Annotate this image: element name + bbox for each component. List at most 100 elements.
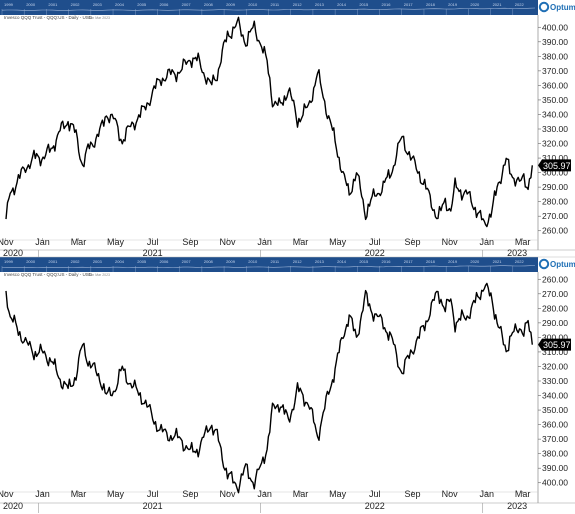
band-year-label: 2009	[226, 259, 236, 264]
x-year-label: 2021	[143, 501, 163, 511]
y-tick-label: 310.00	[542, 153, 568, 163]
band-year-label: 2012	[293, 259, 303, 264]
band-year-label: 2011	[271, 259, 280, 264]
band-year-label: 2001	[48, 2, 58, 7]
x-year-label: 2020	[3, 248, 23, 258]
band-year-label: 2003	[93, 259, 103, 264]
y-tick-label: 380.00	[542, 51, 568, 61]
x-month-label: Sep	[404, 237, 420, 247]
band-year-label: 2018	[426, 259, 436, 264]
band-year-label: 2020	[470, 2, 480, 7]
band-year-label: 2013	[315, 259, 325, 264]
x-year-label: 2021	[143, 248, 163, 258]
x-month-label: Jan	[35, 237, 50, 247]
band-year-label: 2005	[137, 2, 147, 7]
x-month-label: Mar	[71, 237, 87, 247]
band-year-label: 2022	[515, 259, 525, 264]
x-month-label: Mar	[71, 489, 87, 499]
optuma-logo-icon	[538, 1, 550, 13]
chart-date-note: Sun Mar 2023	[88, 273, 110, 277]
band-year-label: 2005	[137, 259, 147, 264]
band-year-label: 2001	[48, 259, 58, 264]
band-year-label: 2008	[204, 2, 214, 7]
band-year-label: 2003	[93, 2, 103, 7]
band-year-label: 2007	[182, 2, 192, 7]
x-month-label: Jul	[369, 489, 381, 499]
band-year-label: 2019	[448, 2, 458, 7]
band-year-label: 2006	[159, 2, 169, 7]
band-year-label: 2017	[404, 259, 414, 264]
band-year-label: 2000	[26, 259, 36, 264]
y-tick-label: 340.00	[542, 391, 568, 401]
band-year-label: 2006	[159, 259, 169, 264]
chart-date-note: Sun Mar 2023	[88, 16, 110, 20]
band-year-label: 2018	[426, 2, 436, 7]
x-month-label: Jul	[147, 489, 159, 499]
y-tick-label: 290.00	[542, 318, 568, 328]
x-month-label: Jul	[369, 237, 381, 247]
x-month-label: Mar	[515, 237, 531, 247]
x-month-label: May	[329, 489, 347, 499]
band-year-label: 2014	[337, 259, 347, 264]
x-month-label: May	[329, 237, 347, 247]
band-year-label: 2007	[182, 259, 192, 264]
y-tick-label: 350.00	[542, 405, 568, 415]
y-tick-label: 270.00	[542, 211, 568, 221]
y-tick-label: 300.00	[542, 332, 568, 342]
band-year-label: 2010	[248, 2, 258, 7]
x-month-label: Sep	[182, 489, 198, 499]
y-tick-label: 340.00	[542, 109, 568, 119]
chart-panel-1: 1999 2000 2001 2002 2003 2004 2005 2006 2007 2008…	[0, 0, 575, 260]
band-year-label: 2014	[337, 2, 347, 7]
x-year-label: 2022	[365, 248, 385, 258]
x-month-label: May	[107, 489, 125, 499]
y-tick-label: 350.00	[542, 95, 568, 105]
x-month-label: Nov	[220, 237, 237, 247]
y-tick-label: 390.00	[542, 37, 568, 47]
x-month-label: Jan	[479, 237, 494, 247]
band-year-label: 2000	[26, 2, 36, 7]
band-year-label: 2004	[115, 259, 125, 264]
brand-name: Optuma	[550, 260, 575, 269]
x-year-label: 2020	[3, 501, 23, 511]
y-tick-label: 280.00	[542, 197, 568, 207]
y-tick-label: 260.00	[542, 226, 568, 236]
x-month-label: May	[107, 237, 125, 247]
band-year-label: 2009	[226, 2, 236, 7]
x-month-label: Jan	[35, 489, 50, 499]
y-tick-label: 400.00	[542, 22, 568, 32]
band-year-label: 2016	[382, 259, 392, 264]
y-tick-label: 390.00	[542, 463, 568, 473]
brand-name: Optuma	[550, 3, 575, 12]
band-year-label: 2017	[404, 2, 414, 7]
price-series-line	[5, 16, 533, 228]
x-month-label: Mar	[293, 237, 309, 247]
y-tick-label: 370.00	[542, 434, 568, 444]
y-tick-label: 270.00	[542, 289, 568, 299]
price-series-line	[5, 282, 533, 494]
y-tick-label: 320.00	[542, 139, 568, 149]
x-month-label: Sep	[404, 489, 420, 499]
x-year-label: 2022	[365, 501, 385, 511]
y-tick-label: 380.00	[542, 449, 568, 459]
y-tick-label: 360.00	[542, 80, 568, 90]
y-tick-label: 260.00	[542, 274, 568, 284]
band-year-label: 2013	[315, 2, 325, 7]
last-value-label: 305.97	[543, 161, 571, 171]
chart-panel-2: 1999 2000 2001 2002 2003 2004 2005 2006 2007 2008…	[0, 257, 575, 513]
band-year-label: 2011	[271, 2, 280, 7]
x-month-label: Nov	[220, 489, 237, 499]
x-month-label: Jan	[479, 489, 494, 499]
x-month-label: Nov	[442, 489, 459, 499]
x-month-label: Sep	[182, 237, 198, 247]
band-year-label: 2002	[71, 259, 81, 264]
chart-title: Invesco QQQ Trust - QQQ:US - Daily - USD	[4, 15, 93, 20]
band-year-label: 2021	[493, 259, 503, 264]
x-month-label: Nov	[0, 237, 14, 247]
y-tick-label: 370.00	[542, 66, 568, 76]
x-month-label: Jan	[257, 237, 272, 247]
y-tick-label: 330.00	[542, 376, 568, 386]
band-year-label: 1999	[4, 259, 14, 264]
x-year-label: 2023	[507, 501, 527, 511]
